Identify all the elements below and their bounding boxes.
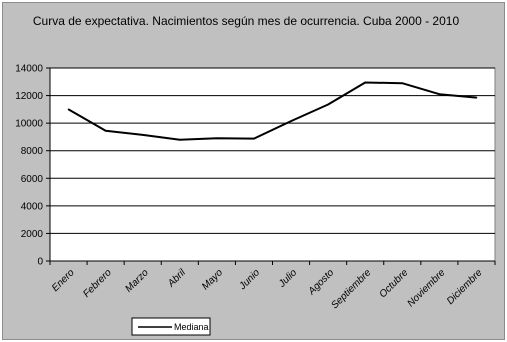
data-point bbox=[401, 82, 404, 84]
x-tick-label: Agosto bbox=[306, 267, 337, 298]
x-tick-label: Febrero bbox=[81, 267, 114, 300]
x-tick-label: Octubre bbox=[377, 267, 410, 300]
y-tick-label: 0 bbox=[37, 257, 43, 268]
y-tick-label: 14000 bbox=[15, 64, 43, 75]
series-group bbox=[67, 81, 478, 141]
y-tick-label: 6000 bbox=[21, 174, 44, 185]
y-axis: 0 2000 4000 6000 8000 10000 12000 14000 bbox=[15, 64, 51, 268]
gridlines bbox=[50, 67, 495, 234]
chart-title: Curva de expectativa. Nacimientos según … bbox=[33, 14, 460, 28]
x-tick-label: Abril bbox=[165, 267, 188, 290]
data-point bbox=[216, 137, 218, 140]
series-line-mediana bbox=[68, 81, 477, 141]
y-tick-label: 12000 bbox=[15, 91, 43, 102]
data-point bbox=[178, 138, 181, 141]
x-tick-label: Marzo bbox=[123, 267, 151, 295]
data-point bbox=[438, 93, 441, 95]
legend: Mediana bbox=[131, 317, 211, 336]
data-point bbox=[141, 134, 144, 136]
y-tick-label: 10000 bbox=[15, 119, 43, 130]
x-tick-label: Junio bbox=[237, 267, 263, 293]
data-point bbox=[364, 81, 367, 84]
data-point bbox=[475, 96, 478, 99]
data-point bbox=[104, 129, 107, 132]
plot-area bbox=[49, 67, 496, 262]
y-tick-label: 8000 bbox=[21, 146, 44, 157]
x-tick-label: Diciembre bbox=[445, 267, 485, 307]
data-point bbox=[327, 103, 329, 106]
y-tick-label: 4000 bbox=[21, 201, 44, 212]
x-tick-label: Septiembre bbox=[329, 267, 373, 311]
x-tick-label: Julio bbox=[276, 267, 299, 290]
y-tick-label: 2000 bbox=[21, 229, 44, 240]
x-tick-label: Noviembre bbox=[406, 267, 448, 309]
legend-label-mediana: Mediana bbox=[174, 322, 209, 332]
x-axis: Enero Febrero Marzo Abril Mayo Junio Julio Agos… bbox=[49, 260, 496, 311]
data-point bbox=[67, 108, 70, 111]
x-tick-label: Mayo bbox=[200, 267, 225, 292]
data-point bbox=[290, 120, 292, 122]
x-tick-label: Enero bbox=[50, 267, 77, 294]
data-point bbox=[253, 137, 255, 140]
